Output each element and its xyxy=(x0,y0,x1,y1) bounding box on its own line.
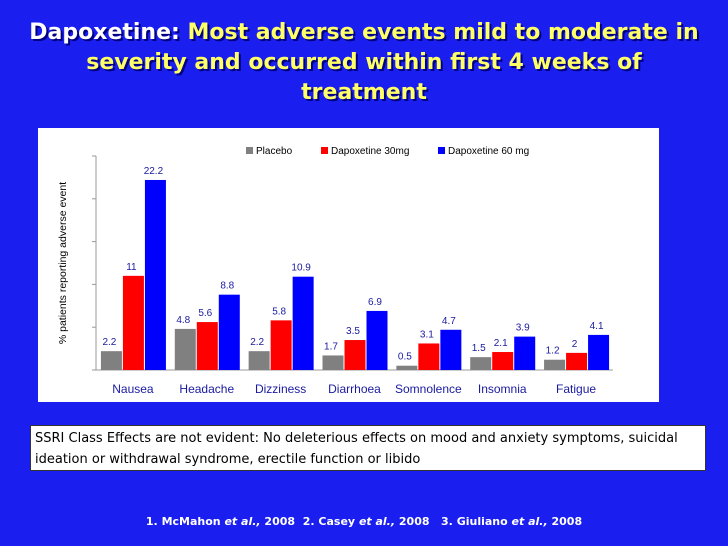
category-label-4: Somnolence xyxy=(395,382,462,396)
data-label-1-5: 2.1 xyxy=(494,338,508,349)
legend-label-1: Dapoxetine 30mg xyxy=(331,146,409,157)
chart-panel: % patients reporting adverse event Placeb… xyxy=(38,128,659,402)
data-label-1-2: 5.8 xyxy=(272,306,286,317)
bar-1-3 xyxy=(344,340,366,370)
data-label-2-2: 10.9 xyxy=(291,263,311,274)
bar-1-6 xyxy=(566,352,588,370)
title-lead: Dapoxetine: xyxy=(29,20,180,45)
data-label-2-4: 4.7 xyxy=(442,316,456,327)
category-label-1: Headache xyxy=(179,382,234,396)
category-label-0: Nausea xyxy=(112,382,154,396)
legend-swatch-1 xyxy=(321,147,328,154)
bar-2-5 xyxy=(514,336,536,370)
slide-title: Dapoxetine: Most adverse events mild to … xyxy=(20,18,708,108)
data-label-1-3: 3.5 xyxy=(346,326,360,337)
bar-2-2 xyxy=(292,276,314,370)
data-label-0-5: 1.5 xyxy=(472,343,486,354)
bar-0-3 xyxy=(322,355,344,370)
bar-1-5 xyxy=(492,352,514,370)
bar-0-1 xyxy=(174,328,196,370)
bar-1-4 xyxy=(418,343,440,370)
bar-2-4 xyxy=(440,329,462,370)
data-label-1-6: 2 xyxy=(572,339,578,350)
ref-3: 3. Giuliano et al., 2008 xyxy=(441,515,583,528)
class-effects-note: SSRI Class Effects are not evident: No d… xyxy=(30,425,706,471)
category-label-2: Dizziness xyxy=(255,382,306,396)
legend-label-0: Placebo xyxy=(256,146,293,157)
data-label-1-1: 5.6 xyxy=(198,308,212,319)
data-label-0-4: 0.5 xyxy=(398,352,412,363)
ref-2: 2. Casey et al., 2008 xyxy=(302,515,430,528)
bar-2-6 xyxy=(588,334,610,370)
category-label-3: Diarrhoea xyxy=(328,382,381,396)
ref-1: 1. McMahon et al., 2008 xyxy=(145,515,296,528)
bar-2-0 xyxy=(144,179,166,370)
bar-2-3 xyxy=(366,310,388,370)
category-label-6: Fatigue xyxy=(556,382,596,396)
data-label-2-6: 4.1 xyxy=(590,321,604,332)
bar-0-4 xyxy=(396,365,418,370)
data-label-2-3: 6.9 xyxy=(368,297,382,308)
data-label-1-0: 11 xyxy=(126,262,137,273)
bar-chart: % patients reporting adverse event Placeb… xyxy=(57,146,613,396)
data-label-1-4: 3.1 xyxy=(420,329,434,340)
data-label-2-5: 3.9 xyxy=(516,323,530,334)
legend-label-2: Dapoxetine 60 mg xyxy=(448,146,529,157)
data-label-0-3: 1.7 xyxy=(324,341,338,352)
bar-0-0 xyxy=(100,351,122,370)
legend-swatch-0 xyxy=(246,147,253,154)
category-label-5: Insomnia xyxy=(478,382,527,396)
data-label-0-2: 2.2 xyxy=(250,337,264,348)
bar-1-1 xyxy=(196,322,218,370)
bar-1-2 xyxy=(270,320,292,370)
y-axis-label: % patients reporting adverse event xyxy=(57,182,69,344)
title-rest: Most adverse events mild to moderate in … xyxy=(86,20,699,105)
bar-0-5 xyxy=(470,357,492,370)
legend-swatch-2 xyxy=(438,147,445,154)
data-label-2-0: 22.2 xyxy=(144,166,164,177)
bar-0-2 xyxy=(248,351,270,370)
data-label-0-6: 1.2 xyxy=(546,346,560,357)
references: 1. McMahon et al., 2008 2. Casey et al.,… xyxy=(0,515,728,528)
bar-1-0 xyxy=(122,275,144,370)
bar-2-1 xyxy=(218,294,240,370)
data-label-2-1: 8.8 xyxy=(220,281,234,292)
data-label-0-0: 2.2 xyxy=(102,337,116,348)
data-label-0-1: 4.8 xyxy=(176,315,190,326)
bar-0-6 xyxy=(544,359,566,370)
